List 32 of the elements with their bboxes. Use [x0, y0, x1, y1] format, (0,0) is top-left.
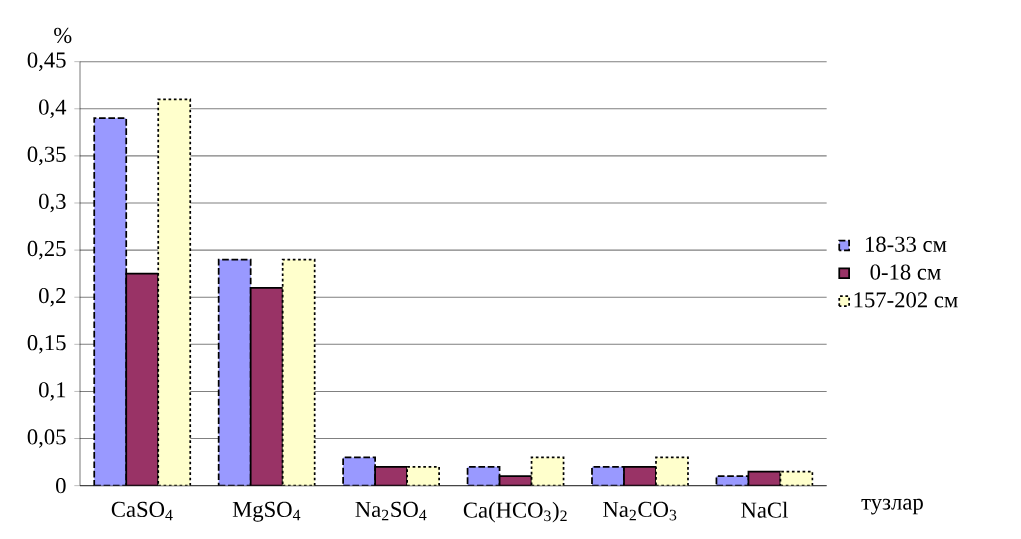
bar	[779, 470, 814, 486]
legend-label: 157-202 см	[854, 292, 958, 308]
x-axis-title: тузлар	[861, 498, 923, 515]
y-tick-label: 0,1	[39, 382, 66, 401]
bar	[406, 465, 440, 486]
y-tick-label: 0,15	[27, 335, 66, 354]
bar	[281, 258, 316, 486]
bar	[157, 98, 192, 486]
bar	[530, 456, 565, 486]
bar	[249, 286, 284, 486]
y-tick-label: 0,25	[27, 240, 66, 260]
x-tick-label: Na$_{2}$SO$_{4}$	[355, 501, 427, 521]
bar	[655, 456, 689, 486]
x-tick-label: NaCl	[741, 501, 788, 518]
y-tick-label: 0,35	[27, 146, 66, 166]
bar	[342, 456, 376, 486]
legend-label: 18-33 см	[865, 236, 947, 252]
y-axis-title: %	[54, 27, 72, 44]
bar	[125, 272, 160, 486]
x-tick-label: CaSO$_{4}$	[111, 501, 173, 521]
bar	[217, 258, 252, 486]
y-tick-label: 0,05	[27, 429, 66, 448]
x-tick-label: Ca(HCO$_{3}$)$_{2}$	[463, 501, 567, 523]
y-tick-label: 0,2	[39, 287, 66, 307]
bar	[93, 117, 128, 486]
legend-label: 0-18 см	[870, 264, 941, 280]
y-tick-label: 0	[56, 478, 66, 494]
x-tick-label: MgSO$_{4}$	[232, 501, 301, 522]
y-tick-label: 0,45	[27, 52, 66, 71]
y-tick-label: 0,3	[39, 193, 66, 213]
x-tick-label: Na$_{2}$CO$_{3}$	[603, 501, 677, 521]
y-tick-label: 0,4	[39, 99, 67, 119]
